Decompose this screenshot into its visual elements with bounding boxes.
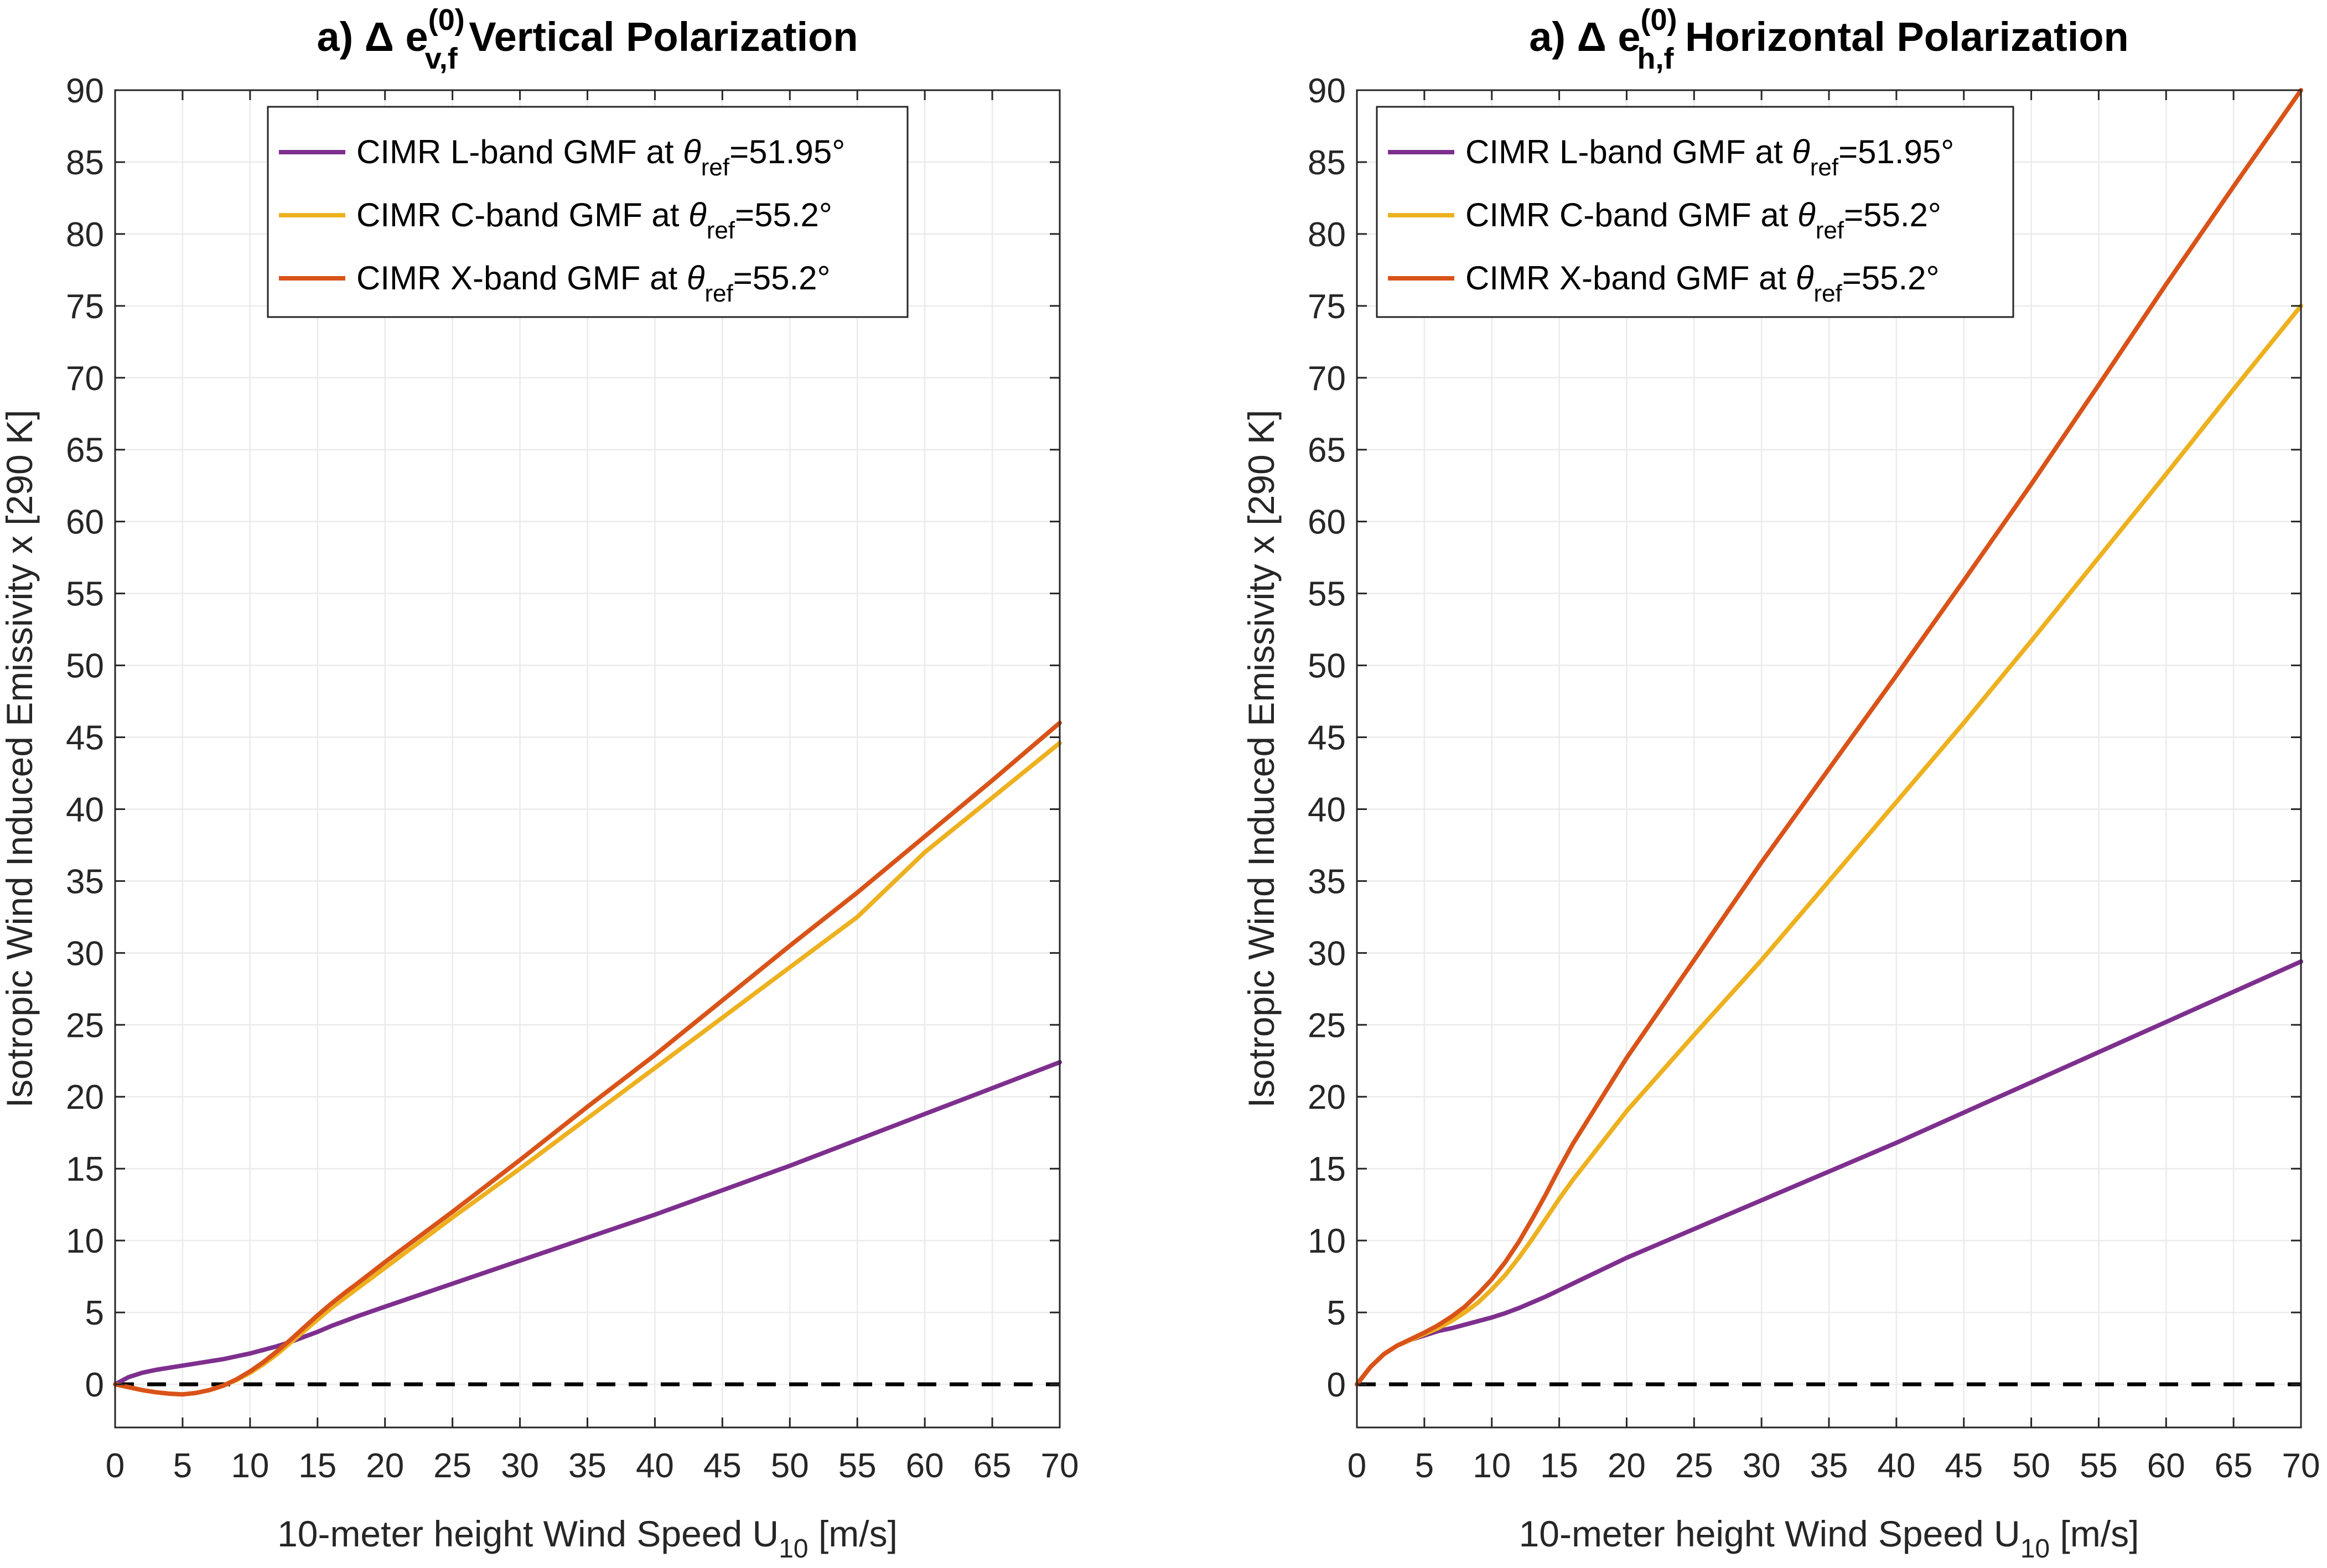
panel1-x-tick-label: 0 xyxy=(1348,1447,1366,1485)
panel1-y-tick-label: 10 xyxy=(1308,1222,1346,1260)
panel0-y-tick-label: 50 xyxy=(66,647,104,686)
panel1-y-tick-label: 35 xyxy=(1308,863,1346,901)
panel1-y-tick-label: 70 xyxy=(1308,360,1346,398)
panel0-x-tick-label: 50 xyxy=(771,1447,809,1485)
panel1-legend-box xyxy=(1376,106,2014,318)
panel0-y-tick-label: 30 xyxy=(66,934,104,973)
panel1-y-tick-label: 25 xyxy=(1308,1006,1346,1045)
panel0-y-tick-label: 85 xyxy=(66,144,104,182)
panel1-series-line-x-band xyxy=(1355,88,2303,1387)
panel1-y-tick-label: 20 xyxy=(1308,1078,1346,1117)
panel1-y-tick-label: 40 xyxy=(1308,791,1346,829)
panel1-x-tick-label: 45 xyxy=(1945,1447,1983,1485)
panel1-y-tick-label: 75 xyxy=(1308,288,1346,326)
panel0-y-tick-label: 60 xyxy=(66,503,104,542)
panel1-x-tick-label: 10 xyxy=(1473,1447,1511,1485)
panel1-x-tick-label: 55 xyxy=(2080,1447,2118,1485)
panel0-y-tick-label: 65 xyxy=(66,432,104,470)
panel1-y-tick-label: 55 xyxy=(1308,575,1346,614)
panel0-x-tick-label: 45 xyxy=(703,1447,742,1485)
panel1-x-tick-label: 35 xyxy=(1810,1447,1848,1485)
panel0-chart-title: a) Δ e(0) v,f Vertical Polarization xyxy=(317,3,858,75)
panel0-y-tick-label: 15 xyxy=(66,1150,104,1188)
panel1-x-tick-label: 5 xyxy=(1415,1447,1434,1485)
panel1-y-tick-label: 0 xyxy=(1327,1366,1346,1404)
panel1-legend: CIMR L-band GMF at θref=51.95° CIMR C-ban… xyxy=(1376,106,2014,318)
panel1-y-axis-label: Isotropic Wind Induced Emissivity x [290… xyxy=(1241,410,1282,1108)
panel1-chart-title: a) Δ e(0) h,f Horizontal Polarization xyxy=(1529,3,2129,75)
panel1-y-tick-label: 85 xyxy=(1308,144,1346,182)
panel0-x-tick-label: 5 xyxy=(173,1447,192,1485)
panel1-x-tick-label: 25 xyxy=(1675,1447,1713,1485)
panel0-x-tick-label: 15 xyxy=(298,1447,336,1485)
panel1-y-tick-label: 65 xyxy=(1308,432,1346,470)
panel1-x-tick-label: 40 xyxy=(1877,1447,1915,1485)
panel0-y-tick-label: 40 xyxy=(66,791,104,829)
panel1-x-axis-label: 10-meter height Wind Speed U10 [m/s] xyxy=(1519,1513,2139,1564)
panel1-y-tick-label: 5 xyxy=(1327,1294,1346,1332)
panel1-x-tick-label: 65 xyxy=(2215,1447,2253,1485)
panel1-x-tick-label: 20 xyxy=(1608,1447,1646,1485)
panel1-y-tick-label: 30 xyxy=(1308,934,1346,973)
panel0-y-tick-label: 35 xyxy=(66,863,104,901)
panel0-x-tick-label: 25 xyxy=(433,1447,471,1485)
chart-horizontal-polarization: 0 5 10 15 20 25 30 35 40 45 50 55 60 65 70 0 5 10 15 20 25 30… xyxy=(1241,3,2320,1564)
panel0-x-tick-label: 70 xyxy=(1041,1447,1079,1485)
panel0-x-axis-label: 10-meter height Wind Speed U10 [m/s] xyxy=(277,1513,898,1564)
panel1-x-tick-label: 60 xyxy=(2147,1447,2185,1485)
panel0-x-tick-label: 40 xyxy=(636,1447,674,1485)
panel0-series-line-l-band xyxy=(113,1060,1062,1387)
panel0-series-line-x-band xyxy=(113,720,1062,1397)
panel0-x-tick-label: 20 xyxy=(366,1447,404,1485)
panel0-legend-box xyxy=(267,106,909,318)
panel1-x-tick-label: 15 xyxy=(1540,1447,1578,1485)
panel1-legend-entry: CIMR L-band GMF at θref=51.95° xyxy=(1465,133,1954,181)
panel1-y-tick-label: 90 xyxy=(1308,72,1346,110)
panel1-y-tick-label: 45 xyxy=(1308,719,1346,757)
panel0-x-tick-label: 30 xyxy=(501,1447,539,1485)
panel0-y-tick-label: 80 xyxy=(66,216,104,254)
panel0-legend: CIMR L-band GMF at θref=51.95° CIMR C-ban… xyxy=(267,106,909,318)
panel0-y-tick-label: 70 xyxy=(66,360,104,398)
panel1-x-tick-label: 50 xyxy=(2012,1447,2050,1485)
panel0-y-tick-label: 25 xyxy=(66,1006,104,1045)
panel1-legend-entry: CIMR C-band GMF at θref=55.2° xyxy=(1465,196,1941,244)
panel1-x-tick-label: 30 xyxy=(1743,1447,1781,1485)
panel1-y-tick-label: 80 xyxy=(1308,216,1346,254)
panel0-y-tick-label: 20 xyxy=(66,1078,104,1117)
panel0-y-tick-label: 5 xyxy=(85,1294,104,1332)
panel0-legend-entry: CIMR L-band GMF at θref=51.95° xyxy=(356,133,845,181)
panel0-x-tick-label: 0 xyxy=(106,1447,125,1485)
panel0-x-tick-label: 60 xyxy=(906,1447,944,1485)
panel0-y-tick-label: 75 xyxy=(66,288,104,326)
panel0-y-axis-label: Isotropic Wind Induced Emissivity x [290… xyxy=(0,410,40,1108)
panel0-x-tick-label: 10 xyxy=(231,1447,269,1485)
panel0-x-tick-label: 35 xyxy=(568,1447,607,1485)
chart-vertical-polarization: 0 5 10 15 20 25 30 35 40 45 50 55 60 65 70 0 5 10 15 20 25 30… xyxy=(0,3,1079,1564)
panel1-y-tick-label: 50 xyxy=(1308,647,1346,686)
panel1-y-tick-label: 60 xyxy=(1308,503,1346,542)
panel0-y-tick-label: 10 xyxy=(66,1222,104,1260)
panel0-y-tick-label: 0 xyxy=(85,1366,104,1404)
panel0-x-tick-label: 55 xyxy=(838,1447,877,1485)
panel0-x-tick-label: 65 xyxy=(973,1447,1012,1485)
panel0-y-tick-label: 45 xyxy=(66,719,104,757)
panel0-y-tick-label: 90 xyxy=(66,72,104,110)
panel0-y-tick-label: 55 xyxy=(66,575,104,614)
panel1-legend-entry: CIMR X-band GMF at θref=55.2° xyxy=(1465,259,1940,307)
panel1-x-tick-label: 70 xyxy=(2282,1447,2320,1485)
panel0-legend-entry: CIMR C-band GMF at θref=55.2° xyxy=(356,196,832,244)
panel0-legend-entry: CIMR X-band GMF at θref=55.2° xyxy=(356,259,831,307)
panel1-y-tick-label: 15 xyxy=(1308,1150,1346,1188)
